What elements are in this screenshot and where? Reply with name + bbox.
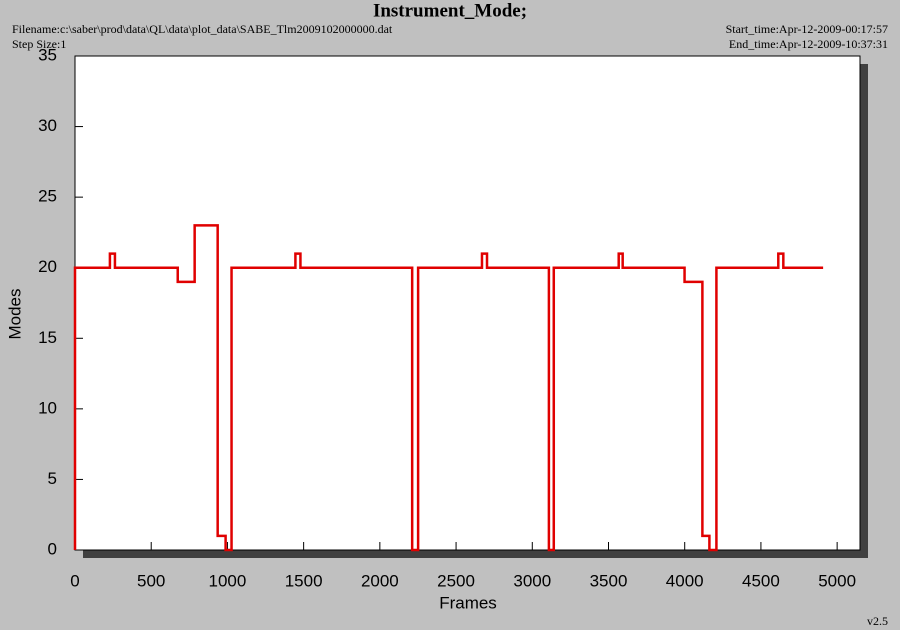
y-axis-label: Modes [5, 288, 24, 339]
version: v2.5 [867, 614, 888, 628]
data-line [73, 224, 824, 552]
x-tick-label: 4500 [742, 571, 780, 590]
x-tick-label: 2500 [437, 571, 475, 590]
step-size: Step Size:1 [12, 37, 66, 51]
x-axis-label: Frames [439, 593, 497, 612]
end-time: End_time:Apr-12-2009-10:37:31 [729, 37, 888, 51]
x-tick-label: 3000 [513, 571, 551, 590]
x-tick-label: 0 [70, 571, 79, 590]
x-tick-label: 500 [137, 571, 165, 590]
start-time: Start_time:Apr-12-2009-00:17:57 [726, 22, 888, 36]
filename: Filename:c:\saber\prod\data\QL\data\plot… [12, 22, 393, 36]
y-tick-label: 5 [48, 469, 57, 488]
x-tick-label: 4000 [666, 571, 704, 590]
x-tick-label: 1000 [209, 571, 247, 590]
x-tick-label: 1500 [285, 571, 323, 590]
y-tick-label: 35 [38, 45, 57, 64]
y-tick-label: 0 [48, 539, 57, 558]
y-tick-label: 10 [38, 398, 57, 417]
x-tick-label: 2000 [361, 571, 399, 590]
x-tick-label: 3500 [590, 571, 628, 590]
chart-title: Instrument_Mode; [373, 0, 527, 21]
y-tick-label: 15 [38, 328, 57, 347]
y-tick-label: 25 [38, 187, 57, 206]
y-tick-label: 20 [38, 257, 57, 276]
x-tick-label: 5000 [818, 571, 856, 590]
y-tick-label: 30 [38, 116, 57, 135]
plot-area [74, 55, 861, 551]
